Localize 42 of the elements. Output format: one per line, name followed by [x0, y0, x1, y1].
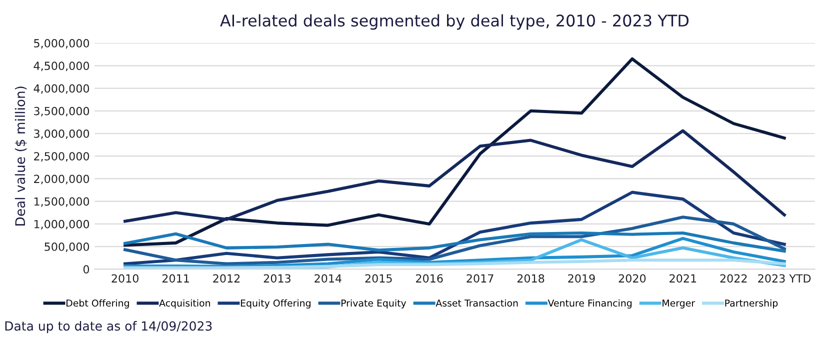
x-tick-label: 2018	[517, 274, 544, 283]
y-tick-label: 3,500,000	[34, 106, 90, 116]
chart-title: AI-related deals segmented by deal type, 2010 - 2023 YTD	[220, 14, 689, 30]
x-tick-label: 2016	[416, 274, 443, 283]
x-tick-label: 2023 YTD	[758, 274, 811, 283]
y-tick-label: 1,000,000	[34, 220, 90, 230]
x-tick-label: 2011	[162, 274, 189, 283]
line-series	[124, 57, 786, 247]
text: Data up to date as of 14/09/2023	[5, 321, 212, 334]
legend-label: Acquisition	[159, 299, 210, 308]
y-tick-label: 5,000,000	[34, 39, 90, 49]
x-tick-label: 2022	[720, 274, 747, 283]
legend-label: Venture Financing	[548, 299, 632, 308]
legend-label: Private Equity	[342, 299, 406, 308]
y-tick-label: 4,500,000	[34, 62, 90, 72]
y-axis-title: Deal value ($ million)	[14, 86, 27, 226]
x-tick-label: 2012	[213, 274, 240, 283]
x-tick-label: 2020	[618, 274, 646, 283]
line-series	[124, 231, 786, 253]
line-series	[124, 216, 786, 266]
x-tick-label: 2019	[568, 274, 595, 283]
x-tick-label: 2021	[670, 274, 696, 283]
line-series	[124, 190, 786, 266]
y-tick-label: 0	[83, 265, 90, 274]
legend-label: Partnership	[725, 299, 778, 308]
y-tick-label: 1,500,000	[34, 197, 90, 207]
x-tick-label: 2010	[112, 274, 138, 283]
x-tick-label: 2013	[264, 274, 290, 283]
y-tick-label: 3,000,000	[34, 129, 90, 140]
x-tick-label: 2015	[365, 274, 392, 283]
y-tick-label: 500,000	[44, 242, 90, 252]
y-tick-label: 4,000,000	[34, 84, 90, 94]
x-tick-label: 2017	[466, 274, 494, 283]
line-series	[124, 129, 786, 223]
legend-label: Asset Transaction	[436, 299, 518, 307]
legend-label: Equity Offering	[240, 299, 310, 308]
line-series	[124, 258, 786, 270]
x-tick-label: 2014	[314, 274, 342, 283]
legend-label: Merger	[662, 300, 696, 308]
legend-label: Debt Offering	[66, 299, 129, 308]
y-tick-label: 2,000,000	[34, 174, 90, 184]
y-tick-label: 2,500,000	[34, 152, 90, 162]
